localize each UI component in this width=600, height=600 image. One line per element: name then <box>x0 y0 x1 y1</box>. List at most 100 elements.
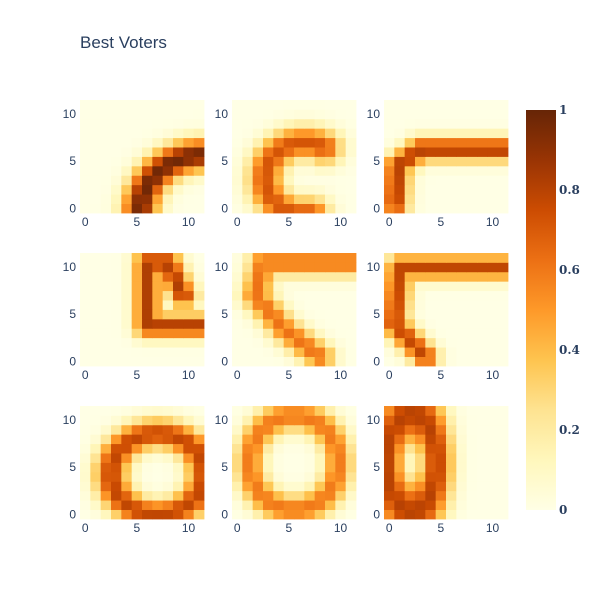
heatmap-cell <box>183 462 195 473</box>
heatmap-cell <box>273 175 285 186</box>
heatmap-cell <box>325 128 336 139</box>
heatmap-cell <box>80 481 91 492</box>
heatmap-cell <box>111 253 122 263</box>
heatmap-cell <box>456 406 468 416</box>
heatmap-cell <box>252 481 264 492</box>
heatmap-cell <box>131 262 143 273</box>
heatmap-cell <box>345 471 357 482</box>
heatmap-cell <box>294 309 305 320</box>
heatmap-cell <box>273 262 285 273</box>
heatmap-cell <box>384 300 395 310</box>
heatmap-cell <box>273 481 285 492</box>
heatmap-cell <box>193 175 205 186</box>
heatmap-cell <box>314 328 326 339</box>
heatmap-cell <box>477 271 488 282</box>
heatmap-cell <box>273 109 285 120</box>
heatmap-cell <box>325 453 336 463</box>
heatmap-cell <box>384 415 395 426</box>
heatmap-cell <box>466 300 478 310</box>
heatmap-cell <box>394 128 406 139</box>
heatmap-cell <box>183 100 195 110</box>
heatmap-cell <box>183 318 195 329</box>
heatmap-cell <box>335 147 347 157</box>
heatmap-cell <box>173 415 184 426</box>
heatmap-cell <box>232 434 243 445</box>
heatmap-cell <box>435 462 447 473</box>
heatmap-cell <box>242 128 254 139</box>
heatmap-cell <box>183 509 195 520</box>
heatmap-cell <box>263 271 274 282</box>
heatmap-cell <box>131 328 143 339</box>
heatmap-cell <box>121 337 133 348</box>
heatmap-cell <box>183 165 195 176</box>
heatmap-cell <box>477 471 488 482</box>
heatmap-cell <box>314 318 326 329</box>
heatmap-cell <box>273 271 285 282</box>
heatmap-cell <box>487 262 499 273</box>
heatmap-cell <box>345 337 357 348</box>
heatmap-cell <box>111 462 122 473</box>
heatmap-cell <box>173 471 184 482</box>
heatmap-cell <box>80 462 91 473</box>
heatmap-cell <box>304 300 316 310</box>
heatmap-cell <box>325 424 336 435</box>
heatmap-cell <box>193 443 205 454</box>
heatmap-cell <box>80 128 91 139</box>
heatmap-cell <box>384 175 395 186</box>
heatmap-cell <box>314 453 326 463</box>
heatmap-cell <box>162 128 174 139</box>
heatmap-cell <box>335 309 347 320</box>
heatmap-cell <box>425 318 437 329</box>
heatmap-cell <box>263 175 274 186</box>
heatmap-cell <box>90 347 102 357</box>
heatmap-cell <box>446 118 457 129</box>
heatmap-cell <box>100 203 112 214</box>
heatmap-cell <box>415 509 426 520</box>
heatmap-cell <box>152 481 164 492</box>
heatmap-cell <box>263 347 274 357</box>
heatmap-cell <box>466 156 478 167</box>
heatmap-cell <box>304 184 316 195</box>
heatmap-cell <box>487 281 499 292</box>
heatmap-cell <box>497 462 509 473</box>
heatmap-cell <box>456 175 468 186</box>
heatmap-cell <box>394 281 406 292</box>
heatmap-cell <box>404 175 416 186</box>
heatmap-cell <box>314 300 326 310</box>
heatmap-cell <box>425 509 437 520</box>
heatmap-cell <box>466 271 478 282</box>
heatmap-cell <box>252 156 264 167</box>
heatmap-cell <box>193 471 205 482</box>
heatmap-cell <box>384 347 395 357</box>
heatmap-cell <box>314 262 326 273</box>
heatmap-cell <box>111 184 122 195</box>
heatmap-cell <box>304 147 316 157</box>
heatmap-cell <box>456 434 468 445</box>
heatmap-cell <box>232 462 243 473</box>
heatmap-cell <box>273 443 285 454</box>
heatmap-cell <box>335 128 347 139</box>
heatmap-cell <box>345 194 357 204</box>
y-tick-label: 10 <box>367 107 381 121</box>
heatmap-cell <box>477 406 488 416</box>
heatmap-cell <box>162 337 174 348</box>
y-tick-label: 5 <box>69 154 76 168</box>
heatmap-cell <box>232 203 243 214</box>
heatmap-cell <box>394 290 406 301</box>
heatmap-cell <box>325 165 336 176</box>
heatmap-cell <box>435 490 447 501</box>
heatmap-cell <box>456 337 468 348</box>
heatmap-cell <box>335 415 347 426</box>
heatmap-cell <box>80 471 91 482</box>
heatmap-cell <box>80 194 91 204</box>
heatmap-cell <box>193 194 205 204</box>
heatmap-cell <box>232 165 243 176</box>
heatmap-cell <box>173 165 184 176</box>
heatmap-cell <box>497 147 509 157</box>
heatmap-cell <box>384 128 395 139</box>
heatmap-cell <box>304 137 316 148</box>
heatmap-cell <box>263 290 274 301</box>
heatmap-cell <box>466 184 478 195</box>
heatmap-cell <box>294 424 305 435</box>
heatmap-cell <box>446 347 457 357</box>
